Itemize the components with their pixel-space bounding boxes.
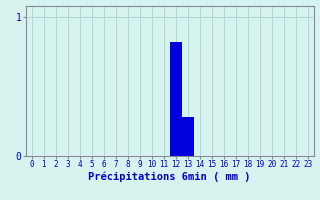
X-axis label: Précipitations 6min ( mm ): Précipitations 6min ( mm ) (88, 172, 251, 182)
Bar (182, 117, 194, 156)
Bar (170, 42, 182, 156)
